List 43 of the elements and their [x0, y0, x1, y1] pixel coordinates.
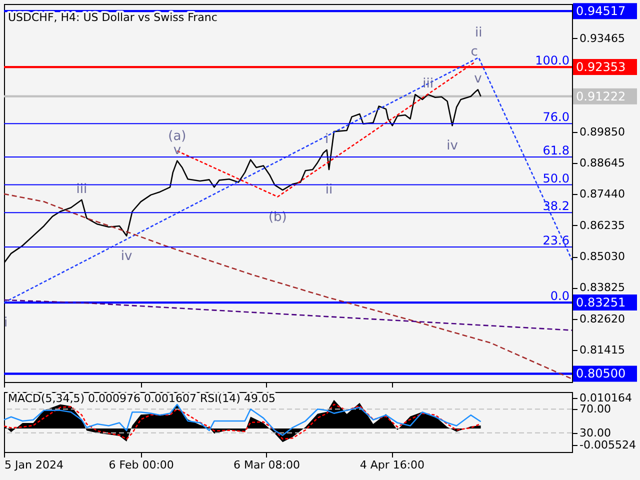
- annotation: i: [325, 132, 329, 147]
- y2-tick-label: 76.0: [542, 110, 570, 124]
- y-tick-label: 0.82620: [580, 312, 625, 326]
- ref-line-label: 0.91222: [576, 89, 626, 104]
- x-tick-label: 5 Jan 2024: [4, 458, 64, 472]
- x-tick-label: 4 Apr 16:00: [360, 458, 425, 472]
- annotation: (b): [268, 210, 287, 225]
- annotation: c: [470, 44, 478, 60]
- y-tick-label: 0.89850: [580, 125, 625, 138]
- annotation: iv: [120, 248, 133, 264]
- y-tick-label: 0.86235: [580, 218, 625, 232]
- y2-tick-label: 70.00: [580, 402, 611, 416]
- line-series: [4, 193, 572, 380]
- y-tick-label: -0.005524: [580, 438, 636, 452]
- y2-tick-label: 61.8: [542, 144, 570, 158]
- annotation: v: [173, 142, 182, 158]
- y-tick-label: 0.010164: [580, 391, 632, 404]
- annotation: (a): [168, 128, 186, 144]
- annotation: ii: [475, 26, 482, 41]
- ref-line-label: 0.94517: [576, 4, 626, 18]
- y-tick-label: 0.85030: [580, 250, 625, 264]
- y2-tick-label: 50.0: [542, 171, 570, 186]
- annotation: iii: [76, 182, 88, 197]
- y2-tick-label: 38.2: [542, 199, 570, 214]
- y-tick-label: 0.81415: [580, 344, 625, 357]
- annotation: i: [4, 316, 8, 331]
- text: USDCHF, H4: US Dollar vs Swiss Franc: [8, 11, 218, 24]
- y-tick-label: 0.87440: [580, 188, 625, 201]
- annotation: v: [474, 72, 482, 87]
- annotation: iv: [446, 138, 458, 154]
- y2-tick-label: 0.0: [550, 289, 570, 304]
- x-tick-label: 6 Mar 08:00: [234, 458, 300, 472]
- ref-line-label: 0.92353: [576, 60, 626, 74]
- y-tick-label: 0.93465: [580, 32, 625, 45]
- ref-line-label: 0.83251: [576, 296, 626, 310]
- y2-tick-label: 23.6: [542, 233, 570, 248]
- ref-line-label: 0.80500: [576, 366, 626, 381]
- y2-tick-label: 100.0: [535, 54, 570, 68]
- y2-tick-label: 30.00: [580, 426, 611, 440]
- y-tick-label: 0.88645: [580, 156, 625, 170]
- x-tick-label: 6 Feb 00:00: [108, 458, 174, 472]
- y-tick-label: 0.83825: [580, 281, 625, 294]
- line-series: [4, 299, 572, 331]
